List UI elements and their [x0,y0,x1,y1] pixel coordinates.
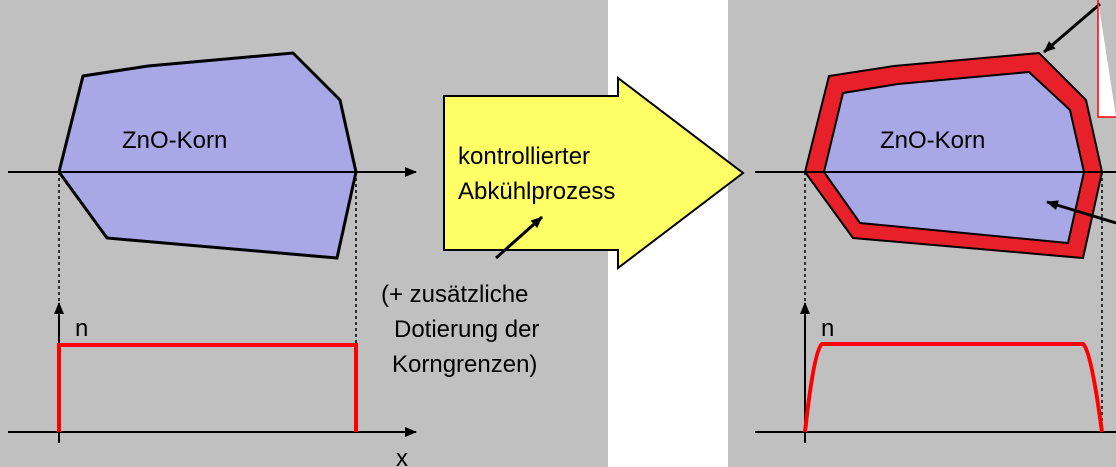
right-grain-core [822,70,1086,245]
boundary-callout-box [1097,0,1116,118]
left-grain-shape [57,51,358,260]
right-carrier-profile [803,342,1104,433]
x-axis-label: x [396,445,408,467]
core-callout-pointer [1046,200,1116,225]
note-line1: (+ zusätzliche [381,281,528,308]
left-y-axis-label: n [75,315,88,342]
right-grain-label: ZnO-Korn [880,127,985,154]
note-pointer-arrow [495,215,543,260]
note-line2: Dotierung der [394,316,539,343]
process-arrow-label-line1: kontrollierter [458,143,590,170]
boundary-callout-pointer [1043,2,1101,54]
left-carrier-profile [57,343,358,432]
note-line3: Korngrenzen) [392,351,537,378]
right-y-axis-label: n [821,315,834,342]
process-arrow-label-line2: Abkühlprozess [458,178,615,205]
process-arrow-shape [443,75,745,271]
left-grain-label: ZnO-Korn [122,127,227,154]
